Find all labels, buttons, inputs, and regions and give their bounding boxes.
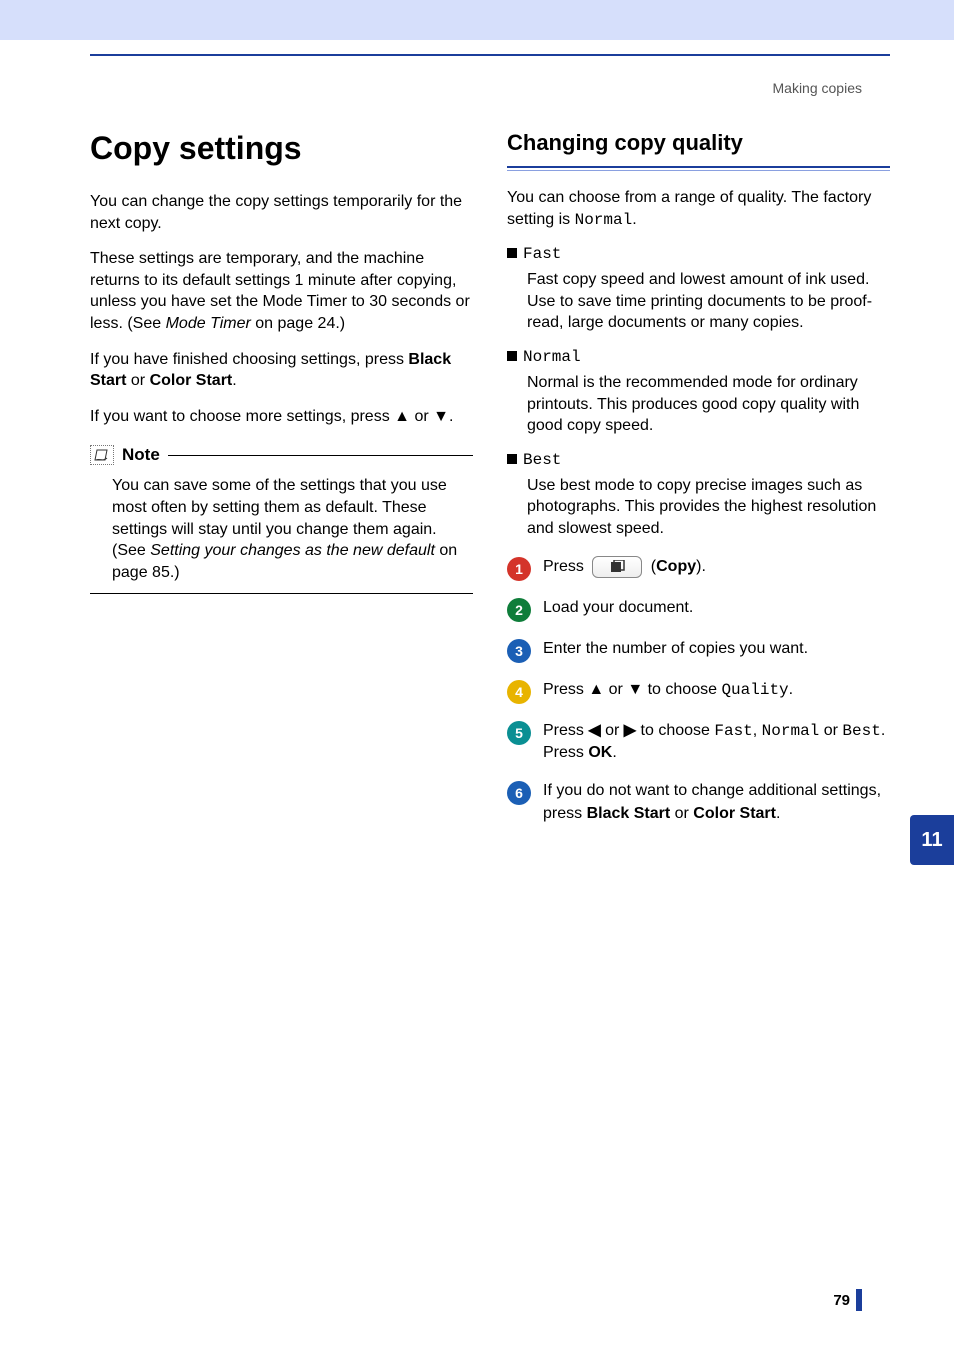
step-body: Load your document. [543,597,693,622]
code-fast: Fast [714,722,752,740]
step-badge-4: 4 [507,680,531,704]
text: Press [543,558,588,575]
text: Press [543,722,588,739]
chapter-tab: 11 [910,815,954,865]
text: to choose [636,722,714,739]
step-5: 5 Press ◀ or ▶ to choose Fast, Normal or… [507,720,890,765]
bullet-body: Use best mode to copy precise images suc… [527,475,890,540]
up-arrow-icon: ▲ [394,408,410,425]
text: . [632,211,636,228]
header-rule [90,54,890,56]
text: to choose [643,681,721,698]
header-band [0,0,954,40]
down-arrow-icon: ▼ [627,681,643,698]
text: . [789,681,793,698]
bullet-fast: Fast Fast copy speed and lowest amount o… [507,245,890,334]
text: on page 24.) [251,315,345,332]
note-icon [90,445,114,465]
step-badge-6: 6 [507,781,531,805]
text: ( [646,558,656,575]
text: or [604,681,627,698]
text: , [753,722,762,739]
bullet-best: Best Use best mode to copy precise image… [507,451,890,540]
bullet-normal: Normal Normal is the recommended mode fo… [507,348,890,437]
bullet-icon [507,351,517,361]
subheading-rule-2 [507,170,890,171]
step-badge-3: 3 [507,639,531,663]
step-6: 6 If you do not want to change additiona… [507,780,890,825]
code-quality: Quality [721,681,788,699]
left-para-4: If you want to choose more settings, pre… [90,406,473,428]
text: . [881,722,885,739]
text: . [612,744,616,761]
step-badge-5: 5 [507,721,531,745]
text: ). [696,558,706,575]
copy-key-icon [592,556,642,578]
step-badge-2: 2 [507,598,531,622]
subheading-rule-1 [507,166,890,168]
subheading-block: Changing copy quality [507,130,890,171]
text: . [232,372,236,389]
bullet-head: Normal [523,348,581,366]
steps-list: 1 Press (Copy). 2 Load your document. 3 … [507,556,890,826]
step-3: 3 Enter the number of copies you want. [507,638,890,663]
note-rule-bottom [90,593,473,594]
key-black-start: Black Start [587,805,671,822]
cross-ref: Mode Timer [166,315,251,332]
key-ok: OK [588,744,612,761]
text: If you have finished choosing settings, … [90,351,408,368]
bullet-body: Fast copy speed and lowest amount of ink… [527,269,890,334]
note-body: You can save some of the settings that y… [112,475,473,583]
code-normal: Normal [575,211,633,229]
text: or [601,722,624,739]
key-copy: Copy [656,558,696,575]
left-para-2: These settings are temporary, and the ma… [90,248,473,334]
down-arrow-icon: ▼ [433,408,449,425]
bullet-head: Fast [523,245,561,263]
bullet-icon [507,454,517,464]
step-1: 1 Press (Copy). [507,556,890,581]
text: or [126,372,149,389]
page-title: Copy settings [90,130,473,167]
cross-ref: Setting your changes as the new default [150,542,435,559]
left-para-3: If you have finished choosing settings, … [90,349,473,392]
page-number-text: 79 [833,1292,850,1309]
left-column: Copy settings You can change the copy se… [90,130,473,841]
up-arrow-icon: ▲ [588,681,604,698]
text: You can choose from a range of quality. … [507,189,871,228]
note-rule [168,455,473,456]
text: or [670,805,693,822]
bullet-head: Best [523,451,561,469]
step-2: 2 Load your document. [507,597,890,622]
right-arrow-icon: ▶ [624,722,636,739]
left-para-1: You can change the copy settings tempora… [90,191,473,234]
step-badge-1: 1 [507,557,531,581]
section-label: Making copies [773,80,863,96]
code-best: Best [842,722,880,740]
text: Press [543,744,588,761]
note-block: Note You can save some of the settings t… [90,445,473,594]
bullet-body: Normal is the recommended mode for ordin… [527,372,890,437]
right-column: Changing copy quality You can choose fro… [507,130,890,841]
key-color-start: Color Start [693,805,776,822]
subheading: Changing copy quality [507,130,890,162]
content-area: Copy settings You can change the copy se… [90,130,890,1291]
right-intro: You can choose from a range of quality. … [507,187,890,231]
key-color-start: Color Start [150,372,233,389]
step-4: 4 Press ▲ or ▼ to choose Quality. [507,679,890,704]
code-normal: Normal [762,722,820,740]
step-body: Enter the number of copies you want. [543,638,808,663]
text: or [410,408,433,425]
text: . [776,805,780,822]
bullet-icon [507,248,517,258]
text: Press [543,681,588,698]
page-number-bar [856,1289,862,1311]
text: or [819,722,842,739]
text: . [449,408,453,425]
page-number: 79 [833,1289,862,1311]
text: If you want to choose more settings, pre… [90,408,394,425]
note-label: Note [122,445,160,465]
left-arrow-icon: ◀ [588,722,600,739]
